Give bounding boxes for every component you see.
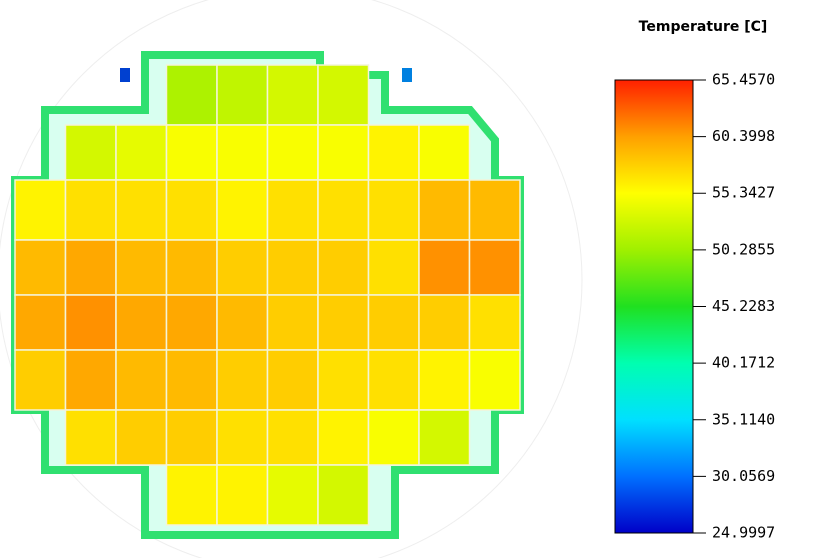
cell bbox=[64, 124, 117, 181]
cell bbox=[266, 239, 319, 296]
cell bbox=[14, 179, 67, 241]
cell bbox=[367, 179, 420, 241]
pin bbox=[402, 68, 412, 82]
cell bbox=[317, 464, 370, 526]
cell bbox=[266, 409, 319, 466]
cell bbox=[64, 294, 117, 351]
cell bbox=[418, 349, 471, 411]
cell bbox=[165, 179, 218, 241]
tick-label: 35.1140 bbox=[712, 410, 775, 428]
cell bbox=[418, 239, 471, 296]
cell bbox=[418, 409, 471, 466]
cell bbox=[216, 179, 269, 241]
cell bbox=[115, 179, 168, 241]
cell bbox=[14, 349, 67, 411]
cell bbox=[418, 124, 471, 181]
cell bbox=[468, 294, 521, 351]
cell bbox=[115, 294, 168, 351]
cell bbox=[266, 179, 319, 241]
cell bbox=[64, 349, 117, 411]
cell bbox=[165, 294, 218, 351]
cell bbox=[64, 239, 117, 296]
cell bbox=[317, 294, 370, 351]
cell bbox=[266, 349, 319, 411]
cell bbox=[165, 239, 218, 296]
cell bbox=[468, 239, 521, 296]
cell bbox=[367, 124, 420, 181]
cell bbox=[317, 64, 370, 126]
cell bbox=[468, 349, 521, 411]
tick-label: 50.2855 bbox=[712, 240, 775, 258]
cell bbox=[418, 179, 471, 241]
tick-label: 45.2283 bbox=[712, 297, 775, 315]
cell bbox=[367, 409, 420, 466]
cell bbox=[216, 409, 269, 466]
cell bbox=[165, 64, 218, 126]
tick-label: 30.0569 bbox=[712, 467, 775, 485]
cell bbox=[165, 349, 218, 411]
cell bbox=[266, 64, 319, 126]
cell bbox=[216, 239, 269, 296]
colorbar-title: Temperature [C] bbox=[639, 19, 768, 35]
cell bbox=[266, 294, 319, 351]
cell bbox=[317, 179, 370, 241]
tick-label: 65.4570 bbox=[712, 71, 775, 89]
cell bbox=[317, 349, 370, 411]
cell bbox=[367, 294, 420, 351]
cell bbox=[367, 349, 420, 411]
wafer-outline bbox=[0, 0, 583, 558]
cell bbox=[216, 349, 269, 411]
cell bbox=[165, 124, 218, 181]
cell bbox=[14, 239, 67, 296]
cell bbox=[115, 349, 168, 411]
cell bbox=[418, 294, 471, 351]
cell bbox=[165, 464, 218, 526]
cell bbox=[64, 409, 117, 466]
pin bbox=[120, 68, 130, 82]
cell bbox=[216, 294, 269, 351]
cell bbox=[266, 464, 319, 526]
cell bbox=[115, 409, 168, 466]
tick-label: 60.3998 bbox=[712, 127, 775, 145]
cell bbox=[64, 179, 117, 241]
cell bbox=[317, 124, 370, 181]
cell bbox=[468, 179, 521, 241]
colorbar bbox=[614, 79, 694, 534]
cell bbox=[317, 239, 370, 296]
cell bbox=[115, 239, 168, 296]
cell bbox=[165, 409, 218, 466]
tick-label: 55.3427 bbox=[712, 184, 775, 202]
cell bbox=[14, 294, 67, 351]
cell bbox=[317, 409, 370, 466]
tick-label: 40.1712 bbox=[712, 354, 775, 372]
cell bbox=[216, 64, 269, 126]
tick-label: 24.9997 bbox=[712, 524, 775, 542]
cell bbox=[367, 239, 420, 296]
cell bbox=[216, 124, 269, 181]
cell bbox=[266, 124, 319, 181]
cell bbox=[216, 464, 269, 526]
cell bbox=[115, 124, 168, 181]
